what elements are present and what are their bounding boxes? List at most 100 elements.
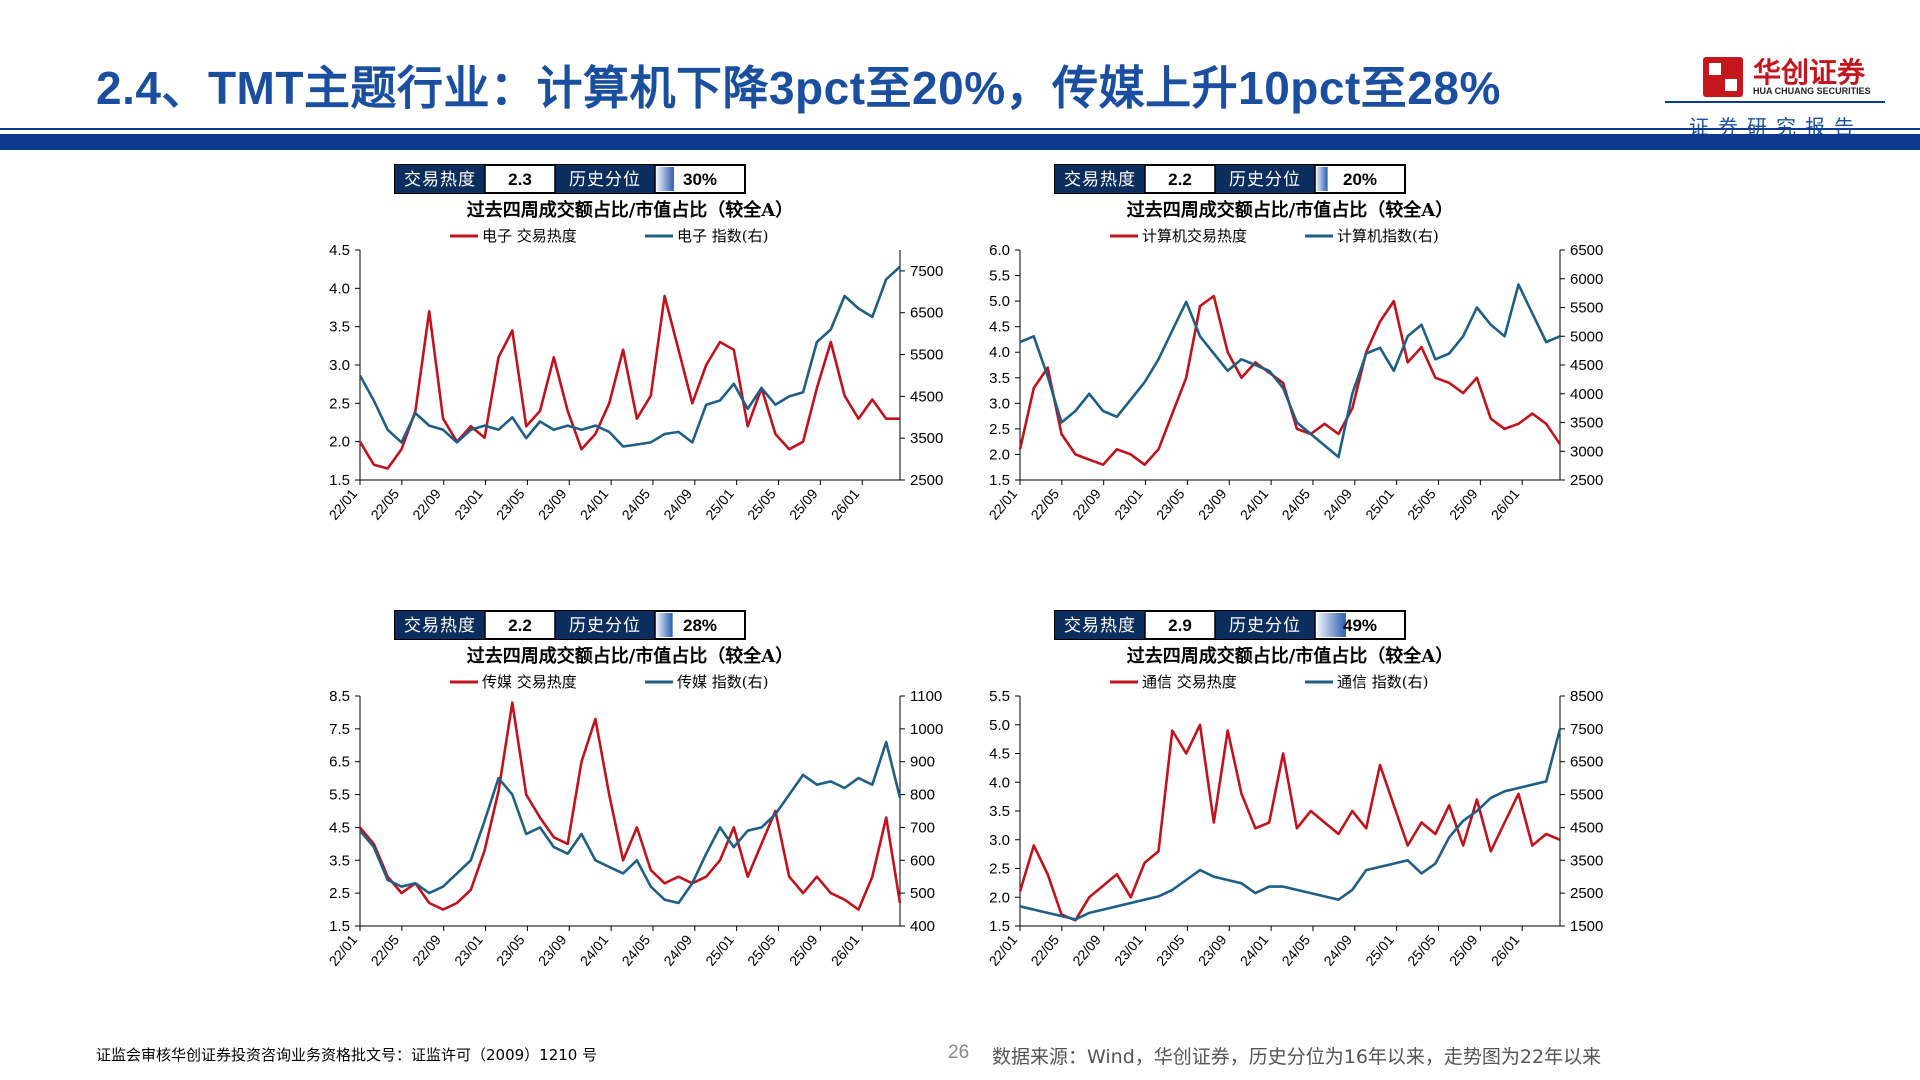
chart-2-x-tick-label: 23/01 [1111,485,1146,522]
chart-2-stats-pct-value: 20% [1343,170,1377,189]
chart-4-y-right-tick-label: 1500 [1570,918,1603,935]
chart-1-stats-pct-label: 历史分位 [569,170,641,190]
chart-4-stats-pct-value: 49% [1343,616,1377,635]
chart-3-x-tick-label: 23/01 [451,931,486,968]
chart-3-stats-pct-label-bg [555,611,655,639]
chart-4-y-left-tick-label: 1.5 [989,918,1010,935]
huachuang-logo-icon [1703,57,1743,97]
chart-3-group: 交易热度 2.2 历史分位 28% 过去四周成交额占比/市值占比（较全A） 传媒 交易热度… [326,610,943,969]
chart-3-y-right-tick-label: 1000 [910,721,943,738]
chart-3-x-tick-label: 25/09 [786,931,821,968]
chart-panel-telecom: 交易热度 2.9 历史分位 49% 过去四周成交额占比/市值占比（较全A） 通信 交易热度… [986,610,1603,969]
chart-2-y-left-tick-label: 4.0 [989,344,1010,361]
chart-2-stats-pct-label: 历史分位 [1229,170,1301,190]
logo: 华创证券 HUA CHUANG SECURITIES 证券研究报告 [1665,45,1885,140]
chart-4-y-right-tick-label: 4500 [1570,819,1603,836]
chart-1-x-tick-label: 22/01 [326,485,361,522]
chart-3-x-tick-label: 26/01 [828,931,863,968]
chart-1-legend-index: 电子 指数(右) [677,227,768,245]
chart-2-x-tick-label: 24/01 [1237,485,1272,522]
chart-4-stats-heat-value: 2.9 [1168,616,1192,635]
chart-2-y-right-tick-label: 6000 [1570,271,1603,288]
chart-4-x-tick-label: 24/01 [1237,931,1272,968]
chart-3-x-tick-label: 25/01 [702,931,737,968]
chart-2-y-right-tick-label: 4500 [1570,357,1603,374]
chart-4-legend-index: 通信 指数(右) [1337,673,1428,691]
chart-1-y-right-tick-label: 4500 [910,388,943,405]
chart-2-stats-pct-label-bg [1215,165,1315,193]
chart-2-x-tick-label: 23/05 [1153,485,1188,522]
chart-2-x-tick-label: 22/09 [1069,485,1104,522]
chart-4-stats-heat-label: 交易热度 [1064,616,1136,636]
chart-2-y-right-tick-label: 4000 [1570,386,1603,403]
chart-3-stats-pct-value: 28% [683,616,717,635]
chart-3-y-right-tick-label: 500 [910,885,935,902]
chart-3-x-tick-label: 22/09 [409,931,444,968]
chart-4-x-tick-label: 25/05 [1404,931,1439,968]
chart-3-y-left-tick-label: 2.5 [329,885,350,902]
chart-1-x-tick-label: 23/09 [535,485,570,522]
chart-1-stats-pct-value: 30% [683,170,717,189]
chart-1-x-tick-label: 25/05 [744,485,779,522]
chart-2-y-right-tick-label: 6500 [1570,242,1603,259]
chart-2-y-left-tick-label: 4.5 [989,319,1010,336]
chart-4-index-line [1019,728,1562,921]
chart-4-y-left-tick-label: 4.5 [989,746,1010,763]
chart-3-stats-pct-label: 历史分位 [569,616,641,636]
chart-4-x-tick-label: 25/09 [1446,931,1481,968]
chart-2-y-left-tick-label: 2.0 [989,446,1010,463]
chart-2-x-tick-label: 25/05 [1404,485,1439,522]
chart-2-group: 交易热度 2.2 历史分位 20% 过去四周成交额占比/市值占比（较全A） 计算机交易热度… [986,164,1603,523]
chart-2-x-tick-label: 22/01 [986,485,1021,522]
chart-3-y-right-tick-label: 600 [910,852,935,869]
chart-1-title: 过去四周成交额占比/市值占比（较全A） [467,199,794,221]
chart-1-y-right-tick-label: 2500 [910,472,943,489]
data-source-note: 数据来源：Wind，华创证券，历史分位为16年以来，走势图为22年以来 [992,1046,1602,1068]
chart-4-y-right-tick-label: 5500 [1570,787,1603,804]
chart-1-x-tick-label: 24/05 [618,485,653,522]
chart-1-y-left-tick-label: 2.5 [329,395,350,412]
page-title: 2.4、TMT主题行业：计算机下降3pct至20%，传媒上升10pct至28% [96,62,1501,114]
chart-4-y-left-tick-label: 2.0 [989,889,1010,906]
chart-4-x-tick-label: 25/01 [1362,931,1397,968]
header-rule [0,134,1920,150]
chart-4-x-tick-label: 22/05 [1027,931,1062,968]
chart-4-y-left-tick-label: 3.5 [989,803,1010,820]
chart-4-x-tick-label: 24/09 [1320,931,1355,968]
chart-2-x-tick-label: 23/09 [1195,485,1230,522]
chart-4-group: 交易热度 2.9 历史分位 49% 过去四周成交额占比/市值占比（较全A） 通信 交易热度… [986,610,1603,969]
chart-4-y-left-tick-label: 3.0 [989,832,1010,849]
chart-2-y-left-tick-label: 2.5 [989,421,1010,438]
chart-3-x-tick-label: 24/01 [577,931,612,968]
chart-3-x-tick-label: 24/05 [618,931,653,968]
chart-1-legend-heat: 电子 交易热度 [482,227,577,245]
chart-1-x-tick-label: 24/01 [577,485,612,522]
chart-3-title: 过去四周成交额占比/市值占比（较全A） [467,645,794,667]
chart-2-heat-line [1018,294,1562,467]
chart-3-heat-line [359,701,902,911]
chart-3-stats-heat-label: 交易热度 [404,616,476,636]
chart-4-y-right-tick-label: 8500 [1570,688,1603,705]
chart-2-y-left-tick-label: 3.5 [989,370,1010,387]
chart-3-y-left-tick-label: 6.5 [329,754,350,771]
chart-4-x-tick-label: 23/09 [1195,931,1230,968]
chart-3-x-tick-label: 22/01 [326,931,361,968]
chart-2-x-tick-label: 25/01 [1362,485,1397,522]
chart-1-stats-heat-value: 2.3 [508,170,532,189]
chart-1-x-tick-label: 26/01 [828,485,863,522]
chart-3-x-tick-label: 25/05 [744,931,779,968]
chart-4-y-right-tick-label: 6500 [1570,754,1603,771]
chart-1-heat-line [358,294,900,470]
chart-2-y-right-tick-label: 5000 [1570,328,1603,345]
chart-1-x-tick-label: 22/09 [409,485,444,522]
chart-1-stats-heat-label-bg [395,165,485,193]
chart-1-y-left-tick-label: 3.0 [329,357,350,374]
chart-2-x-tick-label: 24/09 [1320,485,1355,522]
logo-english-name: HUA CHUANG SECURITIES [1753,86,1871,96]
chart-4-x-tick-label: 23/05 [1153,931,1188,968]
chart-1-y-right-tick-label: 6500 [910,305,943,322]
chart-1-y-left-tick-label: 4.5 [329,242,350,259]
chart-3-legend-heat: 传媒 交易热度 [482,673,577,691]
chart-2-y-right-tick-label: 3000 [1570,443,1603,460]
chart-2-y-left-tick-label: 6.0 [989,242,1010,259]
